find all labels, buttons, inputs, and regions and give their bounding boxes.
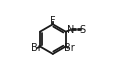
- Text: N: N: [67, 25, 75, 35]
- Text: S: S: [79, 25, 85, 35]
- Text: F: F: [50, 16, 56, 26]
- Text: Br: Br: [64, 44, 75, 54]
- Text: Br: Br: [31, 44, 42, 54]
